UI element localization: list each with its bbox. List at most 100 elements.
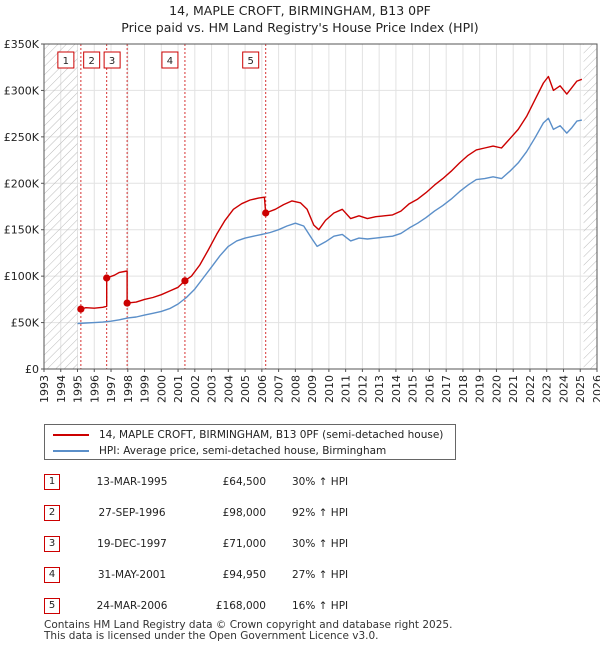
table-row: 5 24-MAR-2006 £168,000 16% ↑ HPI	[0, 596, 600, 616]
row-date: 19-DEC-1997	[97, 538, 167, 550]
sale-label-box	[103, 51, 121, 69]
plot-frame	[43, 43, 598, 370]
hpi-line	[77, 117, 583, 325]
y-tick-label: £300K	[4, 84, 40, 97]
x-tick-label: 2009	[306, 375, 319, 403]
row-number-badge: 3	[44, 536, 60, 552]
legend-label-hpi: HPI: Average price, semi-detached house,…	[99, 445, 387, 457]
row-hpi: 30% ↑ HPI	[292, 476, 349, 488]
sale-label-number: 4	[167, 56, 173, 67]
sale-label-number: 1	[63, 56, 69, 67]
x-tick-label: 2022	[524, 375, 537, 403]
table-row: 4 31-MAY-2001 £94,950 27% ↑ HPI	[0, 565, 600, 585]
footer: Contains HM Land Registry data © Crown c…	[44, 620, 452, 642]
title-line-2: Price paid vs. HM Land Registry's House …	[121, 20, 479, 35]
hatch-region-before	[44, 44, 78, 369]
sale-label-number: 2	[88, 56, 94, 67]
y-tick-label: £50K	[11, 317, 40, 330]
x-tick-label: 2015	[407, 375, 420, 403]
row-price: £168,000	[215, 600, 266, 612]
price-chart: 1 2 3 4 5 £0 £50K £100K £150K £200K £250K £300K £350…	[4, 38, 600, 403]
x-tick-label: 2001	[172, 375, 185, 403]
x-tick-label: 1996	[88, 375, 101, 403]
row-hpi: 30% ↑ HPI	[292, 538, 349, 550]
x-tick-label: 2017	[440, 375, 453, 403]
legend-swatch-hpi	[53, 450, 89, 452]
legend-label-price: 14, MAPLE CROFT, BIRMINGHAM, B13 0PF (se…	[99, 429, 444, 441]
hatch-region-after	[583, 44, 597, 369]
sale-label-box	[57, 51, 75, 69]
x-tick-label: 2021	[507, 375, 520, 403]
y-tick-label: £150K	[4, 224, 40, 237]
x-tick-label: 1994	[55, 375, 68, 403]
row-date: 13-MAR-1995	[96, 476, 168, 488]
x-tick-label: 2004	[222, 375, 235, 403]
x-tick-label: 1997	[105, 375, 118, 403]
row-number-badge: 5	[44, 598, 60, 614]
sale-label-box	[161, 51, 179, 69]
row-date: 27-SEP-1996	[98, 507, 166, 519]
x-tick-label: 2026	[591, 375, 600, 403]
row-price: £64,500	[222, 476, 266, 488]
x-tick-label: 2018	[457, 375, 470, 403]
x-tick-label: 1993	[38, 375, 51, 403]
x-tick-label: 2008	[289, 375, 302, 403]
sale-label-number: 3	[109, 56, 115, 67]
row-price: £94,950	[222, 569, 266, 581]
row-hpi: 27% ↑ HPI	[292, 569, 349, 581]
row-hpi: 92% ↑ HPI	[292, 507, 349, 519]
x-tick-label: 2020	[490, 375, 503, 403]
x-tick-label: 2023	[541, 375, 554, 403]
table-row: 3 19-DEC-1997 £71,000 30% ↑ HPI	[0, 534, 600, 554]
x-tick-label: 2016	[423, 375, 436, 403]
price-paid-line	[80, 75, 583, 310]
row-date: 31-MAY-2001	[97, 569, 167, 581]
legend: 14, MAPLE CROFT, BIRMINGHAM, B13 0PF (se…	[44, 424, 456, 460]
x-tick-label: 2014	[390, 375, 403, 403]
row-number-badge: 4	[44, 567, 60, 583]
x-tick-label: 1995	[72, 375, 85, 403]
chart-title: 14, MAPLE CROFT, BIRMINGHAM, B13 0PF Pri…	[0, 2, 600, 36]
legend-item-price: 14, MAPLE CROFT, BIRMINGHAM, B13 0PF (se…	[53, 427, 443, 443]
sale-point	[103, 274, 111, 282]
plot-background	[44, 44, 597, 369]
x-tick-label: 2024	[557, 375, 570, 403]
table-row: 2 27-SEP-1996 £98,000 92% ↑ HPI	[0, 503, 600, 523]
x-tick-label: 2025	[574, 375, 587, 403]
x-tick-label: 1999	[139, 375, 152, 403]
x-tick-label: 2003	[206, 375, 219, 403]
footer-line-1: Contains HM Land Registry data © Crown c…	[44, 619, 453, 631]
sale-label-number: 5	[248, 56, 254, 67]
x-tick-label: 2013	[373, 375, 386, 403]
row-hpi: 16% ↑ HPI	[292, 600, 349, 612]
x-tick-label: 1998	[122, 375, 135, 403]
row-number-badge: 1	[44, 474, 60, 490]
table-row: 1 13-MAR-1995 £64,500 30% ↑ HPI	[0, 472, 600, 492]
x-tick-label: 2005	[239, 375, 252, 403]
sale-point	[262, 209, 270, 217]
x-tick-label: 2010	[323, 375, 336, 403]
row-price: £71,000	[222, 538, 266, 550]
x-tick-label: 2006	[256, 375, 269, 403]
sale-point	[77, 305, 85, 313]
x-tick-label: 2007	[273, 375, 286, 403]
x-tick-label: 2011	[340, 375, 353, 403]
row-date: 24-MAR-2006	[96, 600, 168, 612]
y-tick-label: £250K	[4, 131, 40, 144]
title-line-1: 14, MAPLE CROFT, BIRMINGHAM, B13 0PF	[169, 3, 431, 18]
legend-swatch-price	[53, 434, 89, 436]
x-tick-label: 2002	[189, 375, 202, 403]
x-tick-label: 2012	[356, 375, 369, 403]
sale-label-box	[83, 51, 101, 69]
y-tick-label: £0	[25, 363, 39, 376]
sale-point	[123, 299, 131, 307]
sale-point	[181, 277, 189, 285]
x-tick-label: 2000	[155, 375, 168, 403]
footer-line-2: This data is licensed under the Open Gov…	[44, 630, 379, 642]
row-price: £98,000	[222, 507, 266, 519]
y-tick-label: £350K	[4, 38, 40, 51]
y-tick-label: £200K	[4, 177, 40, 190]
x-tick-label: 2019	[474, 375, 487, 403]
row-number-badge: 2	[44, 505, 60, 521]
y-tick-label: £100K	[4, 270, 40, 283]
